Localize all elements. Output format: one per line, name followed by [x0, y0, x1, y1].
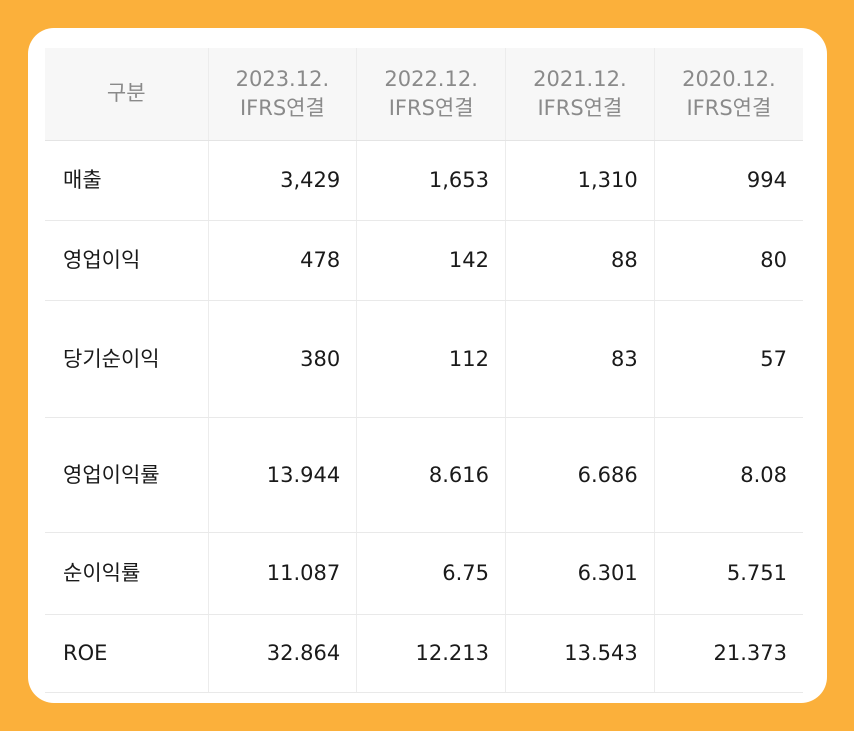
table-row-net-income: 당기순이익 380 112 83 57 — [45, 300, 803, 418]
cell-value: 13.543 — [505, 614, 655, 693]
cell-value: 5.751 — [654, 532, 803, 615]
header-period: 2023.12. — [235, 66, 330, 91]
table-row-net-margin: 순이익률 11.087 6.75 6.301 5.751 — [45, 532, 803, 615]
cell-value: 88 — [505, 220, 655, 301]
cell-value: 112 — [356, 300, 506, 418]
cell-value: 83 — [505, 300, 655, 418]
table-row-roe: ROE 32.864 12.213 13.543 21.373 — [45, 614, 803, 693]
cell-value: 21.373 — [654, 614, 803, 693]
table-row-operating-margin: 영업이익률 13.944 8.616 6.686 8.08 — [45, 417, 803, 533]
header-standard: IFRS연결 — [537, 95, 623, 120]
cell-value: 3,429 — [208, 140, 358, 221]
row-label: 매출 — [45, 140, 209, 221]
cell-value: 32.864 — [208, 614, 358, 693]
cell-value: 478 — [208, 220, 358, 301]
cell-value: 994 — [654, 140, 803, 221]
header-period-2020: 2020.12. IFRS연결 — [654, 48, 803, 141]
row-label: 당기순이익 — [45, 300, 209, 418]
cell-value: 13.944 — [208, 417, 358, 533]
cell-value: 11.087 — [208, 532, 358, 615]
row-label: 순이익률 — [45, 532, 209, 615]
cell-value: 142 — [356, 220, 506, 301]
table-row-revenue: 매출 3,429 1,653 1,310 994 — [45, 140, 803, 221]
row-label: 영업이익률 — [45, 417, 209, 533]
header-standard: IFRS연결 — [388, 95, 474, 120]
content-card: 구분 2023.12. IFRS연결 2022.12. IFRS연결 2021.… — [28, 28, 827, 703]
cell-value: 8.616 — [356, 417, 506, 533]
row-label: 영업이익 — [45, 220, 209, 301]
table-header-row: 구분 2023.12. IFRS연결 2022.12. IFRS연결 2021.… — [45, 48, 803, 141]
header-period: 2022.12. — [384, 66, 478, 91]
header-period: 2021.12. — [533, 66, 627, 91]
header-period-2022: 2022.12. IFRS연결 — [356, 48, 506, 141]
cell-value: 12.213 — [356, 614, 506, 693]
header-period: 2020.12. — [682, 66, 776, 91]
header-period-2021: 2021.12. IFRS연결 — [505, 48, 655, 141]
cell-value: 57 — [654, 300, 803, 418]
table-row-operating-profit: 영업이익 478 142 88 80 — [45, 220, 803, 301]
cell-value: 380 — [208, 300, 358, 418]
cell-value: 6.686 — [505, 417, 655, 533]
cell-value: 6.75 — [356, 532, 506, 615]
cell-value: 1,310 — [505, 140, 655, 221]
header-standard: IFRS연결 — [686, 95, 772, 120]
header-category: 구분 — [45, 48, 209, 141]
cell-value: 1,653 — [356, 140, 506, 221]
header-standard: IFRS연결 — [239, 95, 325, 120]
header-period-2023: 2023.12. IFRS연결 — [208, 48, 358, 141]
cell-value: 8.08 — [654, 417, 803, 533]
row-label: ROE — [45, 614, 209, 693]
financial-summary-table: 구분 2023.12. IFRS연결 2022.12. IFRS연결 2021.… — [45, 48, 803, 693]
cell-value: 80 — [654, 220, 803, 301]
cell-value: 6.301 — [505, 532, 655, 615]
